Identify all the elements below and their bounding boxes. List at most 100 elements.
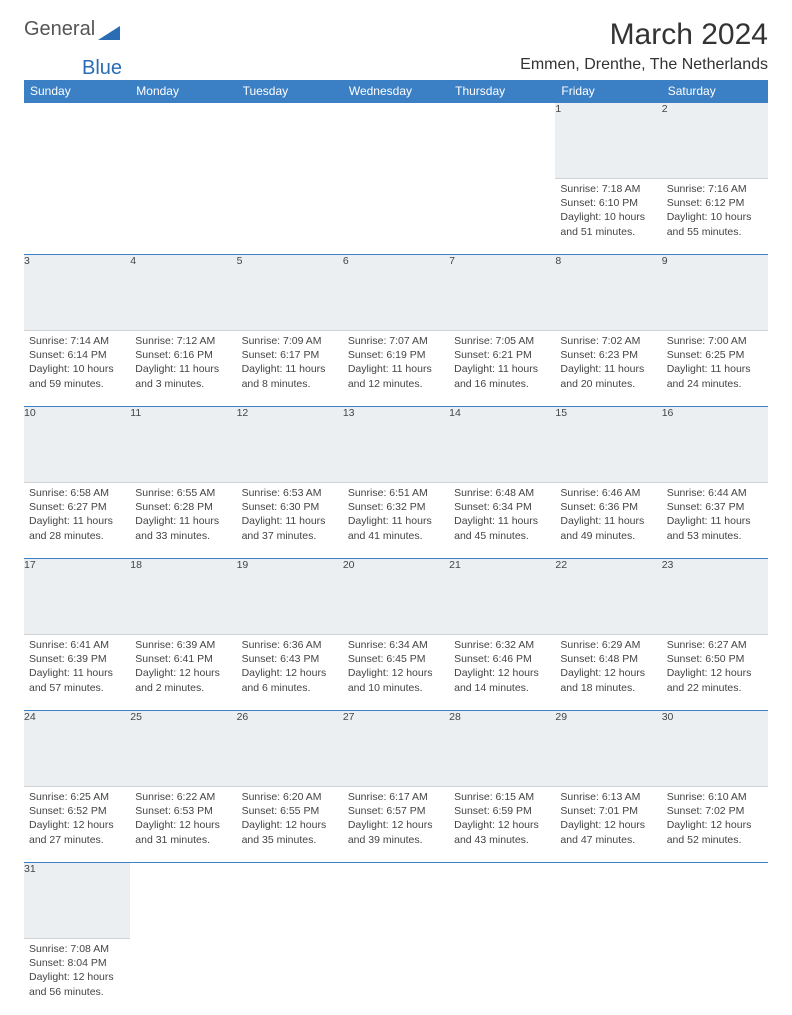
day-header: Sunday (24, 80, 130, 103)
day-sunset: Sunset: 6:30 PM (242, 500, 338, 514)
day-content-cell: Sunrise: 6:34 AMSunset: 6:45 PMDaylight:… (343, 635, 449, 711)
day-day2: and 59 minutes. (29, 377, 125, 391)
day-content-cell: Sunrise: 6:44 AMSunset: 6:37 PMDaylight:… (662, 483, 768, 559)
week-daynum-row: 24252627282930 (24, 711, 768, 787)
day-sunrise: Sunrise: 6:15 AM (454, 790, 550, 804)
day-details: Sunrise: 7:05 AMSunset: 6:21 PMDaylight:… (449, 331, 555, 396)
day-day1: Daylight: 11 hours (29, 514, 125, 528)
day-day2: and 37 minutes. (242, 529, 338, 543)
day-number-cell (237, 103, 343, 179)
day-number-cell: 25 (130, 711, 236, 787)
day-day1: Daylight: 12 hours (667, 666, 763, 680)
day-number-cell: 29 (555, 711, 661, 787)
day-content-cell (449, 939, 555, 1015)
day-number-cell: 28 (449, 711, 555, 787)
day-number-cell: 4 (130, 255, 236, 331)
day-day1: Daylight: 12 hours (135, 818, 231, 832)
day-number-cell: 24 (24, 711, 130, 787)
day-content-cell: Sunrise: 6:27 AMSunset: 6:50 PMDaylight:… (662, 635, 768, 711)
day-details: Sunrise: 7:14 AMSunset: 6:14 PMDaylight:… (24, 331, 130, 396)
day-details: Sunrise: 7:09 AMSunset: 6:17 PMDaylight:… (237, 331, 343, 396)
day-day1: Daylight: 11 hours (454, 514, 550, 528)
day-sunset: Sunset: 6:41 PM (135, 652, 231, 666)
day-sunrise: Sunrise: 6:10 AM (667, 790, 763, 804)
day-day1: Daylight: 12 hours (242, 666, 338, 680)
day-sunrise: Sunrise: 7:18 AM (560, 182, 656, 196)
day-sunset: Sunset: 6:32 PM (348, 500, 444, 514)
day-content-cell (237, 939, 343, 1015)
day-details: Sunrise: 6:51 AMSunset: 6:32 PMDaylight:… (343, 483, 449, 548)
day-content-cell: Sunrise: 6:22 AMSunset: 6:53 PMDaylight:… (130, 787, 236, 863)
day-content-cell: Sunrise: 7:02 AMSunset: 6:23 PMDaylight:… (555, 331, 661, 407)
day-day2: and 35 minutes. (242, 833, 338, 847)
day-number-cell: 9 (662, 255, 768, 331)
week-daynum-row: 10111213141516 (24, 407, 768, 483)
week-daynum-row: 3456789 (24, 255, 768, 331)
day-day1: Daylight: 11 hours (348, 362, 444, 376)
day-day1: Daylight: 11 hours (560, 514, 656, 528)
day-sunset: Sunset: 6:21 PM (454, 348, 550, 362)
week-content-row: Sunrise: 6:25 AMSunset: 6:52 PMDaylight:… (24, 787, 768, 863)
day-number-cell: 16 (662, 407, 768, 483)
day-sunset: Sunset: 6:55 PM (242, 804, 338, 818)
day-details: Sunrise: 6:27 AMSunset: 6:50 PMDaylight:… (662, 635, 768, 700)
day-number-cell: 3 (24, 255, 130, 331)
day-number-cell: 23 (662, 559, 768, 635)
day-sunrise: Sunrise: 6:58 AM (29, 486, 125, 500)
day-content-cell: Sunrise: 7:16 AMSunset: 6:12 PMDaylight:… (662, 179, 768, 255)
day-day2: and 52 minutes. (667, 833, 763, 847)
day-sunset: Sunset: 6:23 PM (560, 348, 656, 362)
day-day2: and 27 minutes. (29, 833, 125, 847)
day-content-cell (237, 179, 343, 255)
day-day1: Daylight: 12 hours (348, 666, 444, 680)
day-number-cell (343, 103, 449, 179)
day-day2: and 43 minutes. (454, 833, 550, 847)
day-header: Friday (555, 80, 661, 103)
day-content-cell: Sunrise: 6:17 AMSunset: 6:57 PMDaylight:… (343, 787, 449, 863)
day-day1: Daylight: 12 hours (348, 818, 444, 832)
day-day1: Daylight: 12 hours (560, 666, 656, 680)
day-sunset: Sunset: 6:34 PM (454, 500, 550, 514)
week-content-row: Sunrise: 6:58 AMSunset: 6:27 PMDaylight:… (24, 483, 768, 559)
day-content-cell: Sunrise: 7:05 AMSunset: 6:21 PMDaylight:… (449, 331, 555, 407)
day-day2: and 56 minutes. (29, 985, 125, 999)
day-number-cell: 20 (343, 559, 449, 635)
day-day1: Daylight: 10 hours (560, 210, 656, 224)
day-day1: Daylight: 12 hours (667, 818, 763, 832)
day-content-cell: Sunrise: 6:36 AMSunset: 6:43 PMDaylight:… (237, 635, 343, 711)
day-sunrise: Sunrise: 6:46 AM (560, 486, 656, 500)
day-sunset: Sunset: 6:43 PM (242, 652, 338, 666)
day-number-cell (237, 863, 343, 939)
week-content-row: Sunrise: 6:41 AMSunset: 6:39 PMDaylight:… (24, 635, 768, 711)
day-details: Sunrise: 7:02 AMSunset: 6:23 PMDaylight:… (555, 331, 661, 396)
day-number-cell (130, 863, 236, 939)
week-daynum-row: 12 (24, 103, 768, 179)
day-sunrise: Sunrise: 7:14 AM (29, 334, 125, 348)
day-details: Sunrise: 6:20 AMSunset: 6:55 PMDaylight:… (237, 787, 343, 852)
day-sunset: Sunset: 6:52 PM (29, 804, 125, 818)
day-content-cell: Sunrise: 6:13 AMSunset: 7:01 PMDaylight:… (555, 787, 661, 863)
day-number-cell (555, 863, 661, 939)
day-day2: and 22 minutes. (667, 681, 763, 695)
day-number-cell: 26 (237, 711, 343, 787)
day-details: Sunrise: 6:53 AMSunset: 6:30 PMDaylight:… (237, 483, 343, 548)
day-day2: and 24 minutes. (667, 377, 763, 391)
day-sunrise: Sunrise: 7:00 AM (667, 334, 763, 348)
day-day2: and 57 minutes. (29, 681, 125, 695)
day-details: Sunrise: 7:18 AMSunset: 6:10 PMDaylight:… (555, 179, 661, 244)
day-number-cell: 2 (662, 103, 768, 179)
day-number-cell: 1 (555, 103, 661, 179)
day-sunrise: Sunrise: 7:05 AM (454, 334, 550, 348)
day-header: Wednesday (343, 80, 449, 103)
day-sunset: Sunset: 6:53 PM (135, 804, 231, 818)
week-content-row: Sunrise: 7:18 AMSunset: 6:10 PMDaylight:… (24, 179, 768, 255)
day-sunset: Sunset: 6:12 PM (667, 196, 763, 210)
day-number-cell: 14 (449, 407, 555, 483)
day-content-cell: Sunrise: 6:20 AMSunset: 6:55 PMDaylight:… (237, 787, 343, 863)
day-sunset: Sunset: 6:19 PM (348, 348, 444, 362)
day-details: Sunrise: 7:00 AMSunset: 6:25 PMDaylight:… (662, 331, 768, 396)
location-text: Emmen, Drenthe, The Netherlands (520, 56, 768, 74)
day-sunset: Sunset: 6:45 PM (348, 652, 444, 666)
day-content-cell (343, 179, 449, 255)
day-content-cell: Sunrise: 6:32 AMSunset: 6:46 PMDaylight:… (449, 635, 555, 711)
